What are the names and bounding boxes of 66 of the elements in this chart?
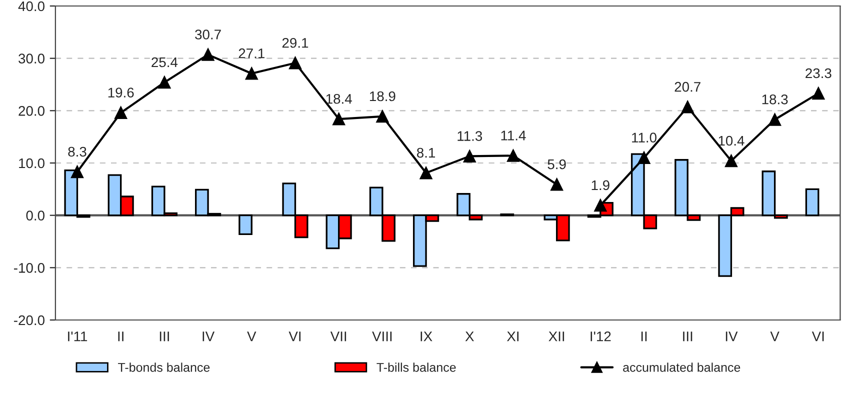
x-tick-label: IV — [726, 332, 738, 342]
y-tick-label: 10.0 — [19, 158, 44, 168]
data-label: 23.3 — [806, 68, 832, 78]
point — [768, 113, 782, 126]
legend-label: T-bills balance — [376, 362, 456, 372]
data-label: 19.6 — [108, 88, 134, 98]
data-label: 18.3 — [762, 94, 788, 104]
y-tick-label: -10.0 — [14, 263, 44, 273]
point — [158, 76, 171, 89]
point — [812, 87, 825, 100]
data-label: 18.9 — [370, 91, 396, 102]
point — [724, 154, 738, 168]
x-tick-label: XI — [506, 332, 518, 342]
x-tick-label: VII — [330, 332, 346, 342]
point — [550, 178, 564, 191]
point — [681, 100, 694, 114]
legend-label: accumulated balance — [623, 362, 740, 372]
x-tick-label: III — [683, 332, 692, 342]
bar — [238, 214, 252, 236]
point — [332, 112, 346, 126]
y-tick-label: 40.0 — [18, 1, 44, 12]
data-label: 10.4 — [718, 136, 744, 146]
data-label: 11.3 — [458, 131, 482, 141]
point — [638, 152, 650, 164]
data-label: 11.4 — [501, 130, 526, 140]
x-tick-label: VI — [288, 332, 301, 342]
legend-label: T-bonds balance — [118, 362, 210, 372]
x-tick-label: VI — [812, 332, 824, 342]
point — [420, 166, 432, 180]
data-label: 5.9 — [548, 159, 566, 170]
data-label: 11.0 — [632, 132, 656, 143]
data-label: 18.4 — [326, 94, 352, 104]
data-label: 29.1 — [282, 38, 308, 48]
data-label: 25.4 — [152, 57, 178, 68]
x-tick-label: IV — [202, 332, 215, 342]
point — [114, 106, 128, 120]
point — [202, 48, 214, 61]
bar — [805, 188, 820, 216]
y-tick-label: 0.0 — [26, 210, 44, 221]
x-tick-label: IX — [420, 332, 432, 342]
y-tick-label: -20.0 — [14, 315, 44, 326]
data-label: 20.7 — [674, 82, 700, 92]
data-label: 8.1 — [416, 148, 436, 158]
x-tick-label: I'12 — [590, 331, 611, 342]
x-tick-label: V — [247, 332, 256, 342]
x-tick-label: XII — [548, 332, 564, 342]
point — [376, 110, 389, 123]
point — [288, 56, 302, 70]
data-label: 8.3 — [68, 146, 86, 157]
point — [70, 166, 84, 178]
x-tick-label: V — [770, 332, 780, 342]
data-label: 30.7 — [195, 30, 221, 40]
data-label: 1.9 — [592, 180, 610, 190]
point — [463, 150, 476, 162]
point — [506, 149, 520, 162]
x-tick-label: III — [160, 332, 169, 342]
x-tick-label: X — [465, 332, 474, 342]
y-tick-label: 30.0 — [18, 54, 44, 64]
point — [245, 67, 258, 80]
x-tick-label: VIII — [372, 332, 392, 342]
x-tick-label: II — [641, 332, 647, 342]
x-tick-label: I'11 — [68, 332, 88, 342]
y-tick-label: 20.0 — [18, 106, 44, 116]
x-tick-label: II — [118, 332, 124, 342]
point — [594, 199, 607, 212]
data-label: 27.1 — [238, 48, 264, 58]
